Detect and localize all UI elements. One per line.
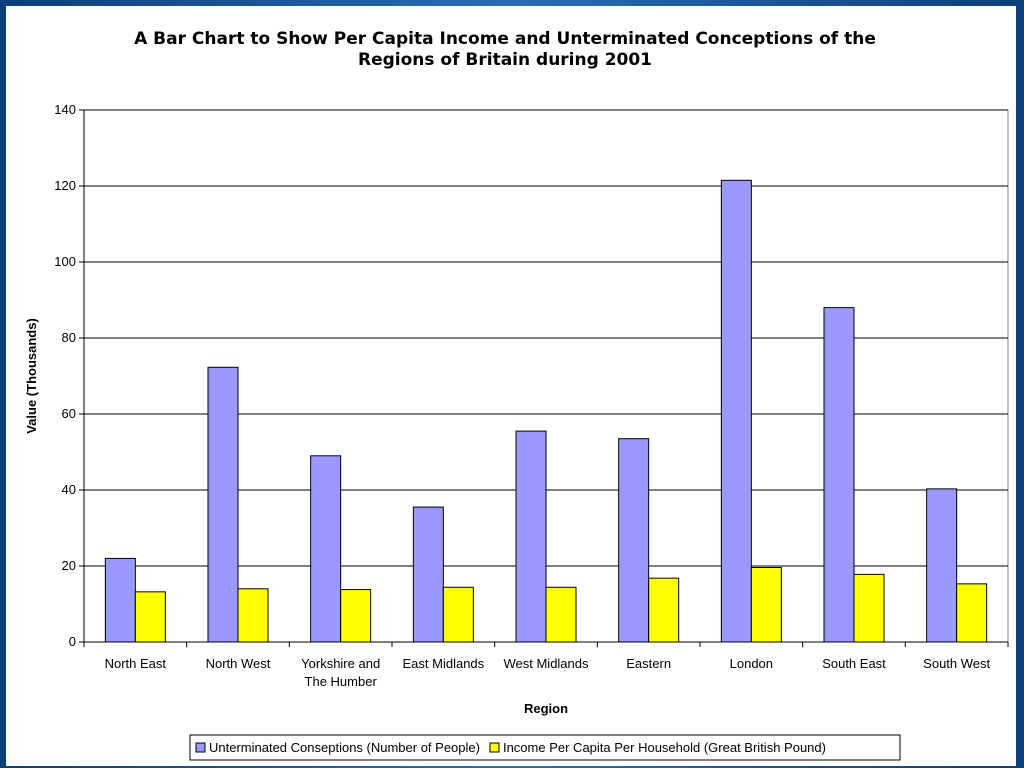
bar xyxy=(237,588,269,643)
bar xyxy=(207,366,239,643)
x-tick-label: West Midlands xyxy=(503,656,589,671)
y-tick-label: 80 xyxy=(62,330,76,345)
legend-box xyxy=(189,734,901,761)
legend-entry: Income Per Capita Per Household (Great B… xyxy=(503,740,826,755)
bar xyxy=(926,488,958,643)
y-tick-label: 20 xyxy=(62,558,76,573)
chart-title-line: A Bar Chart to Show Per Capita Income an… xyxy=(134,29,876,49)
bar xyxy=(310,455,342,643)
y-tick-label: 40 xyxy=(62,482,76,497)
x-tick-label: South West xyxy=(923,656,990,671)
bar xyxy=(104,557,136,643)
x-tick-label: North East xyxy=(105,656,167,671)
x-tick-label: East Midlands xyxy=(403,656,485,671)
bar xyxy=(134,591,166,643)
x-tick-label: North West xyxy=(206,656,271,671)
y-tick-label: 0 xyxy=(69,634,76,649)
legend-swatch xyxy=(195,742,206,753)
bar xyxy=(750,567,782,643)
x-tick-label: South East xyxy=(822,656,886,671)
x-tick-label: Yorkshire and xyxy=(301,656,380,671)
x-tick-label: The Humber xyxy=(305,674,378,689)
x-tick-label: London xyxy=(730,656,773,671)
y-tick-label: 120 xyxy=(54,178,76,193)
bar xyxy=(515,430,547,643)
chart-canvas: A Bar Chart to Show Per Capita Income an… xyxy=(6,6,1016,766)
bar xyxy=(618,438,650,643)
bar xyxy=(648,577,680,643)
y-tick-label: 140 xyxy=(54,102,76,117)
bar xyxy=(720,179,752,643)
bar xyxy=(823,307,855,643)
bar-chart: A Bar Chart to Show Per Capita Income an… xyxy=(24,29,1009,761)
bar xyxy=(956,583,988,643)
bar xyxy=(545,586,577,643)
bar xyxy=(442,586,474,643)
legend-swatch xyxy=(489,742,500,753)
bar xyxy=(340,589,372,643)
y-tick-label: 60 xyxy=(62,406,76,421)
legend-entry: Unterminated Conseptions (Number of Peop… xyxy=(209,740,480,755)
bar xyxy=(412,506,444,643)
y-tick-label: 100 xyxy=(54,254,76,269)
chart-title-line: Regions of Britain during 2001 xyxy=(358,50,652,70)
bar xyxy=(853,573,885,643)
x-tick-label: Eastern xyxy=(626,656,671,671)
y-axis-title: Value (Thousands) xyxy=(24,318,39,434)
x-axis-title: Region xyxy=(524,701,568,716)
